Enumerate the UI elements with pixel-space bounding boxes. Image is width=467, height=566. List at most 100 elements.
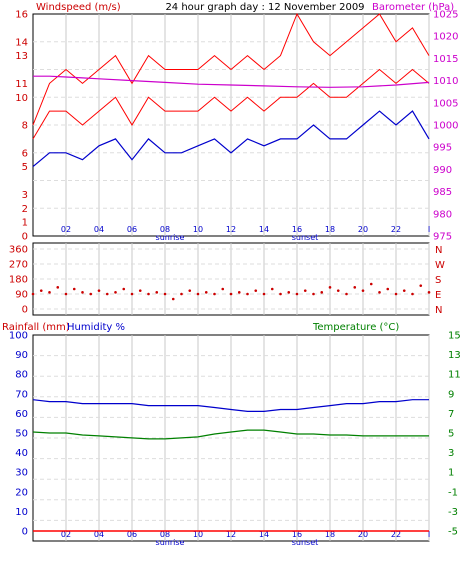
x-tick-label: 16 [292,225,302,234]
direction-point [229,292,233,296]
x-tick-label: 20 [358,225,368,234]
x-tick-label: 16 [292,530,302,539]
barometer-tick-label: 995 [433,143,452,154]
humidity-tick-label: 90 [15,350,28,361]
direction-point [31,292,35,296]
temperature-tick-label: 9 [448,389,454,400]
direction-point [147,292,150,296]
windspeed-tick-label: 13 [15,51,28,62]
direction-point [213,292,216,296]
direction-point [328,286,332,289]
humidity-tick-label: 0 [22,527,28,538]
direction-point [427,291,431,294]
barometer-tick-label: 1010 [433,76,458,87]
direction-point [419,284,423,287]
direction-point [312,292,315,296]
gust-line [32,12,430,126]
windspeed-tick-label: 2 [22,204,28,215]
temperature-axis-title: Temperature (°C) [312,322,399,333]
direction-point [114,291,117,294]
windspeed-axis-title: Windspeed (m/s) [36,2,121,13]
temperature-tick-label: -5 [448,527,458,538]
direction-point [320,291,324,294]
direction-point [39,289,43,292]
windspeed-tick-label: 11 [15,79,28,90]
direction-tick-label: 180 [9,275,28,286]
direction-point [155,291,159,294]
windspeed-tick-label: 0 [22,232,28,243]
temperature-tick-label: 3 [448,448,454,459]
x-tick-label: 08 [160,530,170,539]
direction-point [361,289,365,292]
direction-point [336,289,340,292]
direction-tick-label: 270 [9,260,28,271]
compass-label: W [435,260,445,271]
x-tick-label: 04 [94,225,104,234]
barometer-tick-label: 1005 [433,98,458,109]
temperature-tick-label: 11 [448,370,461,381]
temperature-tick-label: 7 [448,409,454,420]
direction-point [270,287,274,291]
x-tick-label: 10 [193,530,203,539]
x-tick-label: 12 [226,530,236,539]
direction-point [353,286,357,289]
x-tick-label: 06 [127,530,137,539]
direction-point [254,289,258,292]
x-tick-label: 14 [259,530,269,539]
humidity-tick-label: 10 [15,507,28,518]
graph-title: 24 hour graph day : 12 November 2009 [165,2,364,13]
compass-label: N [435,305,442,316]
compass-label: N [435,245,442,256]
direction-point [411,292,414,296]
sunrise-label-panel1: sunrise [156,233,185,242]
direction-point [345,292,348,296]
humidity-tick-label: 70 [15,389,28,400]
barometer-tick-label: 980 [433,209,452,220]
direction-point [163,292,167,296]
temperature-tick-label: 15 [448,331,461,342]
direction-point [237,291,241,294]
direction-point [171,297,175,301]
x-tick-label: I [428,530,430,539]
x-tick-label: 14 [259,225,269,234]
humidity-tick-label: 60 [15,409,28,420]
humidity-axis-title: Humidity % [67,322,125,333]
humidity-line [32,399,429,412]
direction-point [196,292,200,296]
x-tick-label: 08 [160,225,170,234]
direction-point [188,289,192,292]
windspeed-tick-label: 14 [15,37,28,48]
direction-point [394,292,398,296]
direction-point [130,292,134,296]
direction-point [303,289,307,292]
direction-point [369,282,373,286]
temperature-tick-label: -3 [448,507,458,518]
direction-point [221,287,225,291]
direction-point [246,292,249,296]
barometer-tick-label: 990 [433,165,452,176]
direction-point [105,292,109,296]
sunrise-label-panel3: sunrise [156,538,185,547]
barometer-axis-title: Barometer (hPa) [372,2,454,13]
x-tick-label: 18 [325,530,335,539]
sunset-label-panel3: sunset [292,538,319,547]
compass-label: S [435,275,441,286]
x-tick-label: 18 [325,225,335,234]
average-wind-line [32,110,430,168]
x-tick-label: 20 [358,530,368,539]
direction-point [64,292,68,296]
direction-point [122,287,126,291]
barometer-tick-label: 985 [433,187,452,198]
temperature-line [32,429,429,440]
direction-point [56,286,60,289]
x-tick-label: 12 [226,225,236,234]
barometer-tick-label: 1015 [433,54,458,65]
x-tick-label: 02 [61,530,71,539]
direction-point [295,292,299,296]
direction-point [138,289,142,292]
windspeed-tick-label: 10 [15,93,28,104]
humidity-tick-label: 20 [15,487,28,498]
temperature-tick-label: 1 [448,468,454,479]
humidity-tick-label: 40 [15,448,28,459]
x-tick-label: 02 [61,225,71,234]
